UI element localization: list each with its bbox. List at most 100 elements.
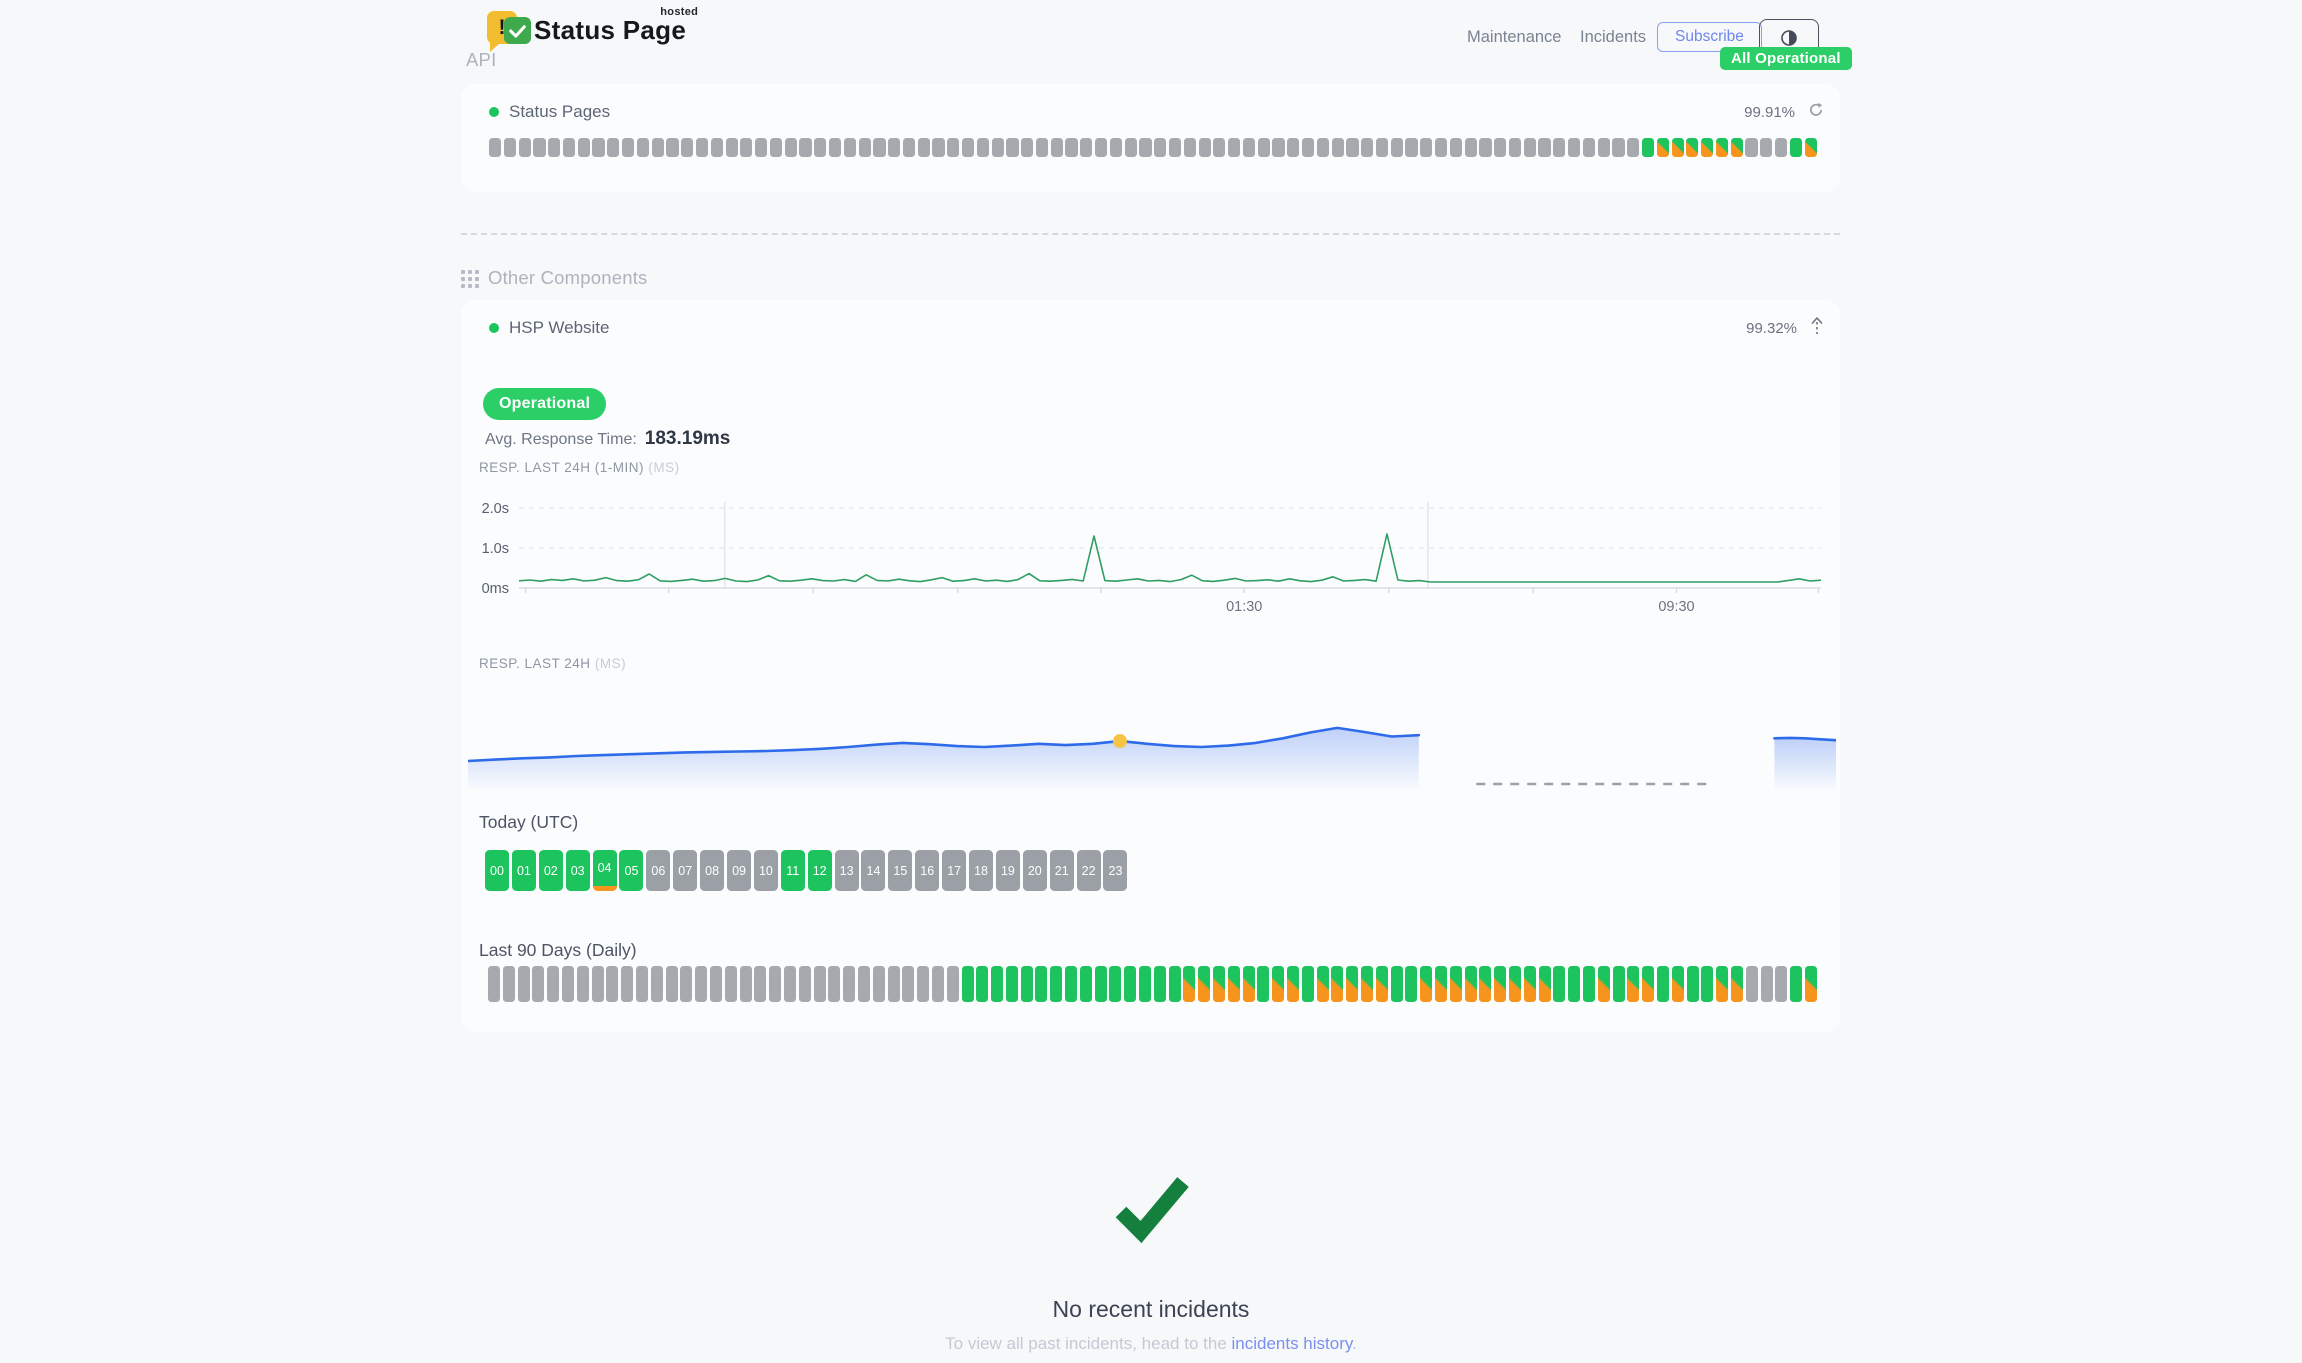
hour-box[interactable]: 12 [807,850,832,891]
uptime-day-bar[interactable] [489,138,502,157]
hour-box[interactable]: 08 [700,850,725,891]
uptime-day-bar[interactable] [1183,138,1196,157]
daily-uptime-bar[interactable] [754,966,767,1002]
uptime-day-bar[interactable] [1109,138,1122,157]
daily-uptime-bar[interactable] [813,966,826,1002]
daily-uptime-bar[interactable] [1582,966,1595,1002]
daily-uptime-bar[interactable] [991,966,1004,1002]
daily-uptime-bar[interactable] [1331,966,1344,1002]
uptime-day-bar[interactable] [1612,138,1625,157]
uptime-day-bar[interactable] [1331,138,1344,157]
uptime-day-bar[interactable] [592,138,605,157]
uptime-day-bar[interactable] [1228,138,1241,157]
daily-uptime-bar[interactable] [1627,966,1640,1002]
daily-uptime-bar[interactable] [961,966,974,1002]
uptime-day-bar[interactable] [873,138,886,157]
uptime-day-bar[interactable] [651,138,664,157]
daily-uptime-bar[interactable] [739,966,752,1002]
daily-uptime-bar[interactable] [665,966,678,1002]
daily-uptime-bar[interactable] [1701,966,1714,1002]
uptime-day-bar[interactable] [1050,138,1063,157]
daily-uptime-bar[interactable] [1745,966,1758,1002]
uptime-day-bar[interactable] [1745,138,1758,157]
uptime-day-bar[interactable] [1774,138,1788,157]
daily-uptime-bar[interactable] [1642,966,1655,1002]
hour-box[interactable]: 01 [511,850,536,891]
uptime-day-bar[interactable] [1715,138,1729,157]
uptime-day-bar[interactable] [1553,138,1566,157]
hour-box[interactable]: 22 [1076,850,1101,891]
hour-box[interactable]: 10 [753,850,778,891]
daily-uptime-bar[interactable] [1420,966,1433,1002]
daily-uptime-bar[interactable] [1257,966,1270,1002]
daily-uptime-bar[interactable] [502,966,515,1002]
daily-uptime-bar[interactable] [1109,966,1122,1002]
daily-uptime-bar[interactable] [1804,966,1817,1002]
daily-uptime-bar[interactable] [1050,966,1063,1002]
uptime-day-bar[interactable] [1464,138,1477,157]
daily-uptime-bar[interactable] [1760,966,1773,1002]
uptime-day-bar[interactable] [1168,138,1182,157]
uptime-day-bar[interactable] [1405,138,1418,157]
uptime-day-bar[interactable] [1671,138,1684,157]
daily-uptime-bar[interactable] [1213,966,1226,1002]
hour-box[interactable]: 20 [1022,850,1047,891]
uptime-day-bar[interactable] [1804,138,1817,157]
hour-box[interactable]: 13 [834,850,859,891]
uptime-day-bar[interactable] [976,138,989,157]
uptime-day-bar[interactable] [1641,138,1655,157]
uptime-day-bar[interactable] [1656,138,1669,157]
daily-uptime-bar[interactable] [547,966,560,1002]
hour-box[interactable]: 03 [565,850,590,891]
uptime-day-bar[interactable] [503,138,516,157]
uptime-day-bar[interactable] [1686,138,1699,157]
daily-uptime-bar[interactable] [561,966,574,1002]
uptime-day-bar[interactable] [1198,138,1211,157]
uptime-day-bar[interactable] [1080,138,1093,157]
uptime-day-bar[interactable] [607,138,620,157]
daily-uptime-bar[interactable] [1198,966,1211,1002]
overall-status-badge[interactable]: All Operational [1720,47,1852,70]
uptime-day-bar[interactable] [1582,138,1595,157]
hour-box[interactable]: 04 [592,850,617,891]
uptime-day-bar[interactable] [1257,138,1270,157]
hour-box[interactable]: 00 [485,850,509,891]
daily-uptime-bar[interactable] [1671,966,1684,1002]
daily-uptime-bar[interactable] [1449,966,1462,1002]
hour-box[interactable]: 16 [915,850,940,891]
hour-box[interactable]: 14 [861,850,886,891]
uptime-day-bar[interactable] [622,138,635,157]
hour-box[interactable]: 17 [942,850,967,891]
uptime-day-bar[interactable] [1021,138,1034,157]
daily-uptime-bar[interactable] [709,966,722,1002]
daily-uptime-bar[interactable] [917,966,930,1002]
nav-maintenance[interactable]: Maintenance [1467,28,1562,46]
uptime-day-bar[interactable] [755,138,768,157]
daily-uptime-bar[interactable] [1390,966,1403,1002]
daily-uptime-bar[interactable] [695,966,708,1002]
daily-uptime-bar[interactable] [1464,966,1477,1002]
uptime-day-bar[interactable] [1390,138,1403,157]
uptime-day-bar[interactable] [769,138,783,157]
daily-uptime-bar[interactable] [1730,966,1743,1002]
uptime-day-bar[interactable] [991,138,1004,157]
uptime-day-bar[interactable] [636,138,649,157]
daily-uptime-bar[interactable] [1435,966,1447,1002]
uptime-day-bar[interactable] [1095,138,1108,157]
daily-uptime-bar[interactable] [1287,966,1300,1002]
daily-uptime-bar[interactable] [1494,966,1507,1002]
uptime-day-bar[interactable] [947,138,960,157]
uptime-day-bar[interactable] [1361,138,1374,157]
uptime-day-bar[interactable] [666,138,679,157]
uptime-day-bar[interactable] [1494,138,1507,157]
daily-uptime-bar[interactable] [517,966,530,1002]
hour-box[interactable]: 11 [780,850,805,891]
daily-uptime-bar[interactable] [1538,966,1551,1002]
uptime-day-bar[interactable] [1568,138,1581,157]
daily-uptime-bar[interactable] [1656,966,1669,1002]
daily-uptime-bar[interactable] [1686,966,1699,1002]
daily-uptime-bar[interactable] [1597,966,1610,1002]
daily-uptime-bar[interactable] [976,966,989,1002]
uptime-day-bar[interactable] [888,138,901,157]
hour-box[interactable]: 15 [888,850,913,891]
